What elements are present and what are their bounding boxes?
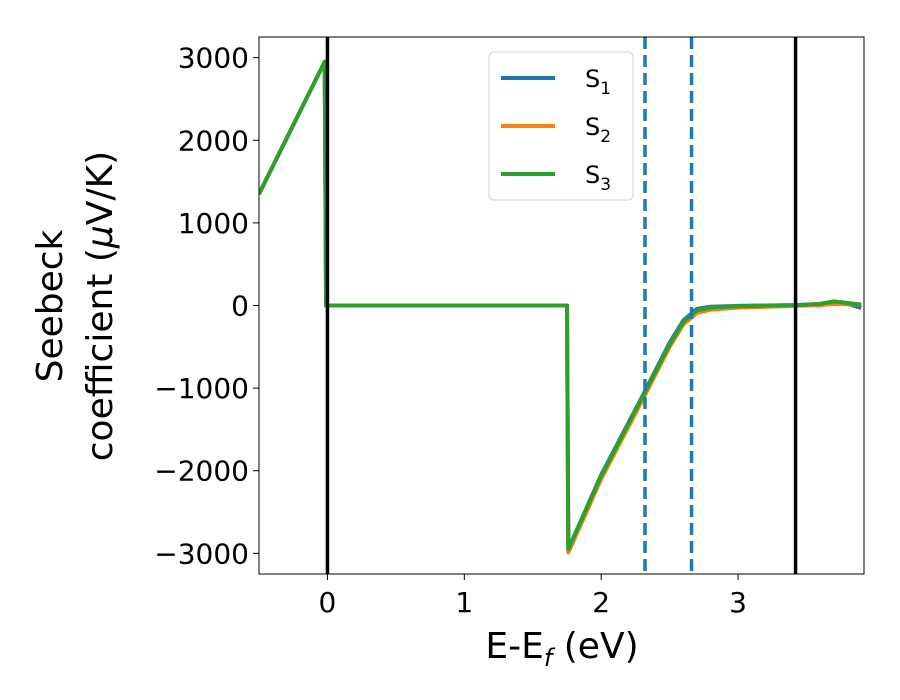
legend: S1 S2 S3 [488,51,634,201]
axes: 0 1 2 3 −3000 −2000 −1000 0 1000 2000 3000 [154,36,865,619]
legend-label-1: S1 [585,65,611,99]
x-tick-label: 2 [592,586,610,619]
y-axis-label-mu: μ [80,225,121,249]
plot-area [259,37,862,574]
x-tick-label: 1 [455,586,473,619]
y-axis-label-unit: V/K) [80,151,121,225]
legend-label-2: S2 [585,113,611,147]
y-tick-label: 3000 [178,42,249,75]
y-axis-label-line1: Seebeck [30,229,71,382]
x-axis-label-main: E-E [485,626,543,667]
y-tick-label: −2000 [154,455,249,488]
x-tick-label: 0 [319,586,337,619]
x-tick-label: 3 [729,586,747,619]
legend-label-3: S3 [585,161,611,195]
y-tick-label: −1000 [154,372,249,405]
x-axis-label: E-Ef (eV) [485,626,638,672]
x-axis-label-unit: (eV) [552,626,638,667]
y-tick-label: 2000 [178,124,249,157]
y-axis-label-text: coefficient ( [80,248,121,461]
legend-box [488,51,634,201]
y-tick-label: −3000 [154,537,249,570]
y-tick-label: 1000 [178,207,249,240]
y-axis-label-line2: coefficient (μV/K) [80,151,121,461]
y-tick-label: 0 [231,290,249,323]
